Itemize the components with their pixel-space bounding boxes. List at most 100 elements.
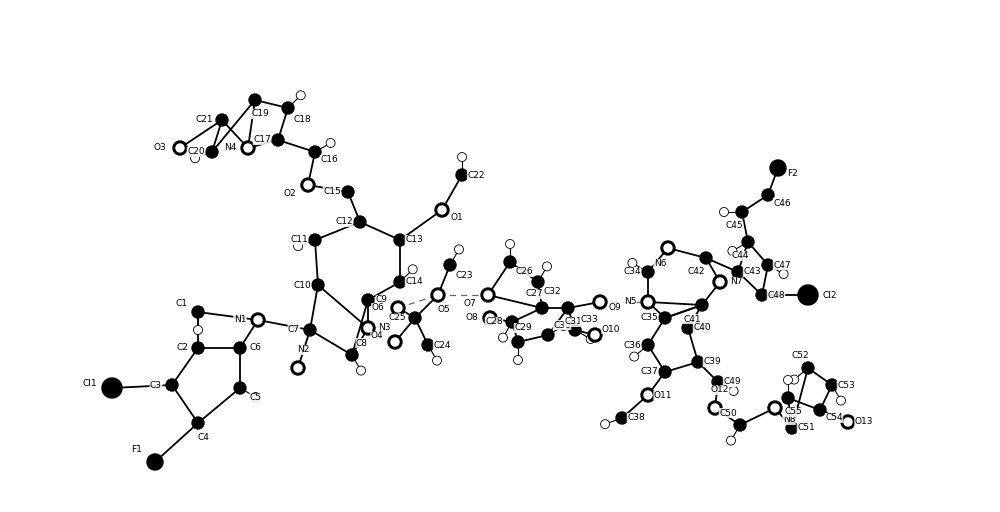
- Text: C21: C21: [195, 116, 213, 124]
- Text: C16: C16: [320, 156, 338, 164]
- Circle shape: [661, 241, 675, 255]
- Circle shape: [176, 144, 184, 152]
- Circle shape: [586, 334, 595, 344]
- Text: C15: C15: [323, 187, 341, 197]
- Text: C51: C51: [797, 423, 815, 433]
- Text: C33: C33: [580, 315, 598, 325]
- Text: C29: C29: [514, 324, 532, 332]
- Text: F1: F1: [132, 445, 142, 455]
- Circle shape: [814, 404, 826, 416]
- Circle shape: [391, 301, 405, 315]
- Text: C6: C6: [250, 344, 262, 352]
- Circle shape: [641, 388, 655, 402]
- Text: C20: C20: [187, 147, 205, 157]
- Circle shape: [391, 338, 399, 346]
- Circle shape: [784, 375, 792, 385]
- Text: Cl1: Cl1: [83, 378, 97, 388]
- Circle shape: [798, 285, 818, 305]
- Circle shape: [346, 349, 358, 361]
- Circle shape: [708, 401, 722, 415]
- Circle shape: [712, 376, 724, 388]
- Text: C2: C2: [176, 344, 188, 352]
- Circle shape: [326, 139, 335, 147]
- Circle shape: [504, 256, 516, 268]
- Text: C36: C36: [623, 340, 641, 350]
- Text: C52: C52: [791, 352, 809, 360]
- Text: O4: O4: [371, 331, 383, 340]
- Text: C7: C7: [288, 326, 300, 334]
- Text: N4: N4: [224, 143, 236, 153]
- Text: C8: C8: [356, 338, 368, 348]
- Text: C44: C44: [731, 251, 749, 261]
- Circle shape: [702, 324, 710, 332]
- Text: C12: C12: [335, 218, 353, 226]
- Circle shape: [782, 392, 794, 404]
- Circle shape: [194, 326, 202, 334]
- Circle shape: [431, 288, 445, 302]
- Circle shape: [770, 160, 786, 176]
- Circle shape: [191, 154, 200, 163]
- Circle shape: [542, 329, 554, 341]
- Text: N8: N8: [783, 416, 795, 424]
- Text: C5: C5: [250, 394, 262, 402]
- Circle shape: [486, 314, 494, 322]
- Circle shape: [756, 289, 768, 301]
- Text: C26: C26: [515, 267, 533, 276]
- Circle shape: [364, 324, 372, 332]
- Circle shape: [173, 141, 187, 155]
- Text: C30: C30: [553, 321, 571, 330]
- Circle shape: [361, 321, 375, 335]
- Circle shape: [644, 391, 652, 399]
- Text: N5: N5: [624, 297, 636, 307]
- Text: C1: C1: [176, 300, 188, 309]
- Text: C24: C24: [433, 340, 451, 350]
- Circle shape: [736, 206, 748, 218]
- Text: C18: C18: [293, 116, 311, 124]
- Circle shape: [711, 404, 719, 412]
- Circle shape: [569, 324, 581, 336]
- Text: O2: O2: [284, 188, 296, 198]
- Circle shape: [483, 311, 497, 325]
- Text: C50: C50: [719, 409, 737, 417]
- Circle shape: [394, 304, 402, 312]
- Text: C32: C32: [543, 288, 561, 296]
- Text: C39: C39: [703, 357, 721, 367]
- Circle shape: [536, 302, 548, 314]
- Circle shape: [729, 387, 738, 395]
- Text: C11: C11: [290, 236, 308, 245]
- Circle shape: [304, 324, 316, 336]
- Circle shape: [254, 316, 262, 324]
- Circle shape: [682, 322, 694, 334]
- Circle shape: [713, 275, 727, 289]
- Text: C27: C27: [525, 289, 543, 298]
- Text: N1: N1: [234, 315, 246, 325]
- Circle shape: [601, 420, 610, 429]
- Text: C49: C49: [723, 377, 741, 387]
- Circle shape: [762, 259, 774, 271]
- Text: C35: C35: [640, 313, 658, 323]
- Circle shape: [206, 146, 218, 158]
- Circle shape: [388, 335, 402, 349]
- Circle shape: [562, 302, 574, 314]
- Text: O9: O9: [609, 303, 621, 311]
- Circle shape: [506, 316, 518, 328]
- Circle shape: [742, 236, 754, 248]
- Text: N7: N7: [730, 278, 742, 287]
- Circle shape: [354, 216, 366, 228]
- Circle shape: [542, 262, 552, 271]
- Circle shape: [251, 313, 265, 327]
- Circle shape: [641, 295, 655, 309]
- Text: C19: C19: [251, 110, 269, 118]
- Circle shape: [434, 291, 442, 299]
- Text: C22: C22: [467, 170, 485, 180]
- Circle shape: [768, 401, 782, 415]
- Text: O11: O11: [654, 391, 672, 399]
- Circle shape: [786, 422, 798, 434]
- Circle shape: [458, 153, 466, 161]
- Circle shape: [771, 404, 779, 412]
- Text: C48: C48: [767, 290, 785, 300]
- Circle shape: [304, 181, 312, 189]
- Circle shape: [642, 339, 654, 351]
- Circle shape: [700, 252, 712, 264]
- Circle shape: [294, 364, 302, 372]
